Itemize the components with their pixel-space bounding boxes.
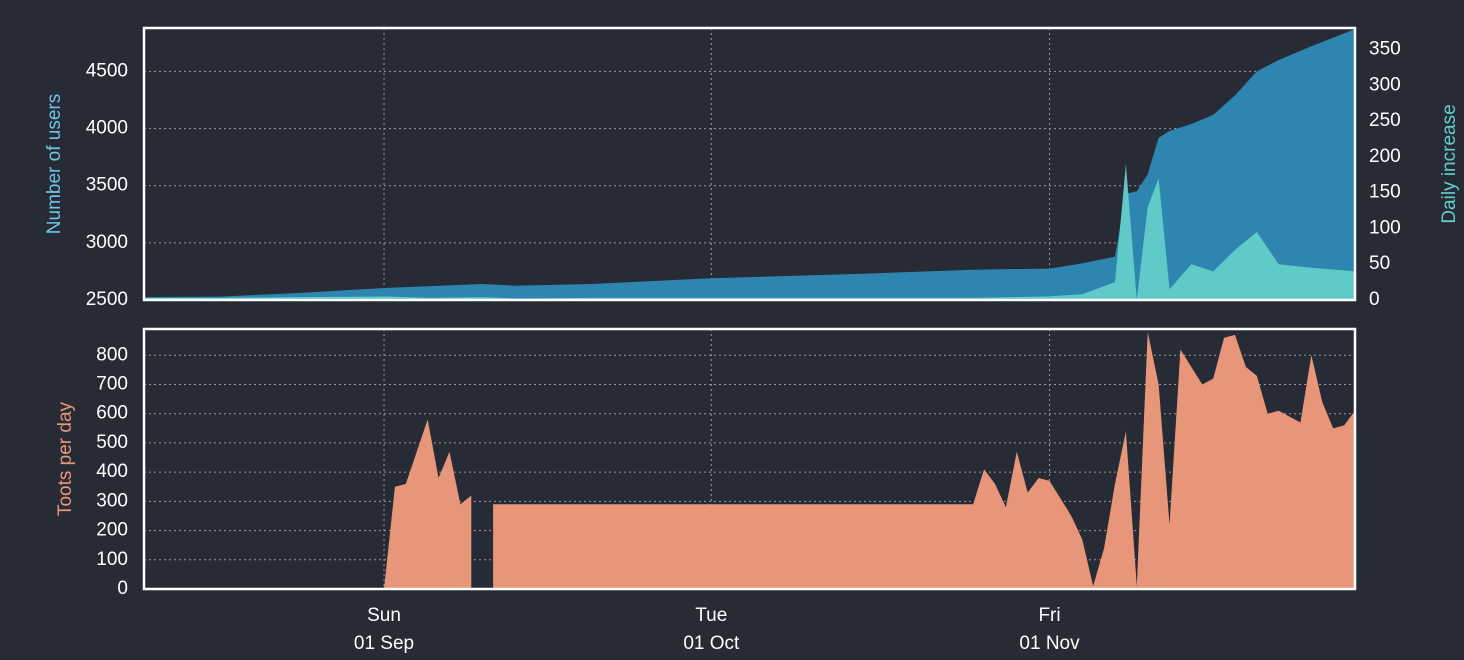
x-tick-label: Tue bbox=[695, 605, 727, 626]
x-tick-label: Fri bbox=[1038, 605, 1060, 626]
y-tick-label: 4000 bbox=[86, 118, 128, 139]
x-tick-label: 01 Nov bbox=[1019, 633, 1080, 654]
y-tick-label: 4500 bbox=[86, 60, 128, 81]
y-tick-label: 0 bbox=[117, 578, 128, 599]
area bbox=[144, 164, 1355, 300]
y-axis-title: Toots per day bbox=[55, 401, 76, 516]
y-tick-label: 400 bbox=[96, 461, 128, 482]
y-tick-label: 100 bbox=[96, 549, 128, 570]
y2-tick-label: 250 bbox=[1369, 110, 1401, 131]
y-tick-label: 500 bbox=[96, 432, 128, 453]
y-tick-label: 3500 bbox=[86, 175, 128, 196]
y-axis-title: Number of users bbox=[44, 94, 65, 234]
y2-tick-label: 50 bbox=[1369, 253, 1390, 274]
y2-tick-label: 200 bbox=[1369, 146, 1401, 167]
y2-axis-title: Daily increase bbox=[1439, 104, 1460, 223]
y-tick-label: 600 bbox=[96, 403, 128, 424]
y-tick-label: 300 bbox=[96, 490, 128, 511]
y2-tick-label: 300 bbox=[1369, 74, 1401, 95]
area bbox=[144, 331, 1355, 589]
y-tick-label: 2500 bbox=[86, 289, 128, 310]
y2-tick-label: 100 bbox=[1369, 217, 1401, 238]
y-tick-label: 3000 bbox=[86, 232, 128, 253]
plot-frame bbox=[142, 327, 1357, 591]
x-tick-label: 01 Sep bbox=[354, 633, 414, 654]
x-tick-label: 01 Oct bbox=[683, 633, 740, 654]
y2-tick-label: 350 bbox=[1369, 38, 1401, 59]
area bbox=[144, 29, 1355, 301]
x-tick-label: Sun bbox=[367, 605, 401, 626]
plot-frame bbox=[142, 26, 1357, 302]
y2-tick-label: 150 bbox=[1369, 182, 1401, 203]
y-tick-label: 700 bbox=[96, 374, 128, 395]
y-tick-label: 800 bbox=[96, 344, 128, 365]
y-tick-label: 200 bbox=[96, 520, 128, 541]
y2-tick-label: 0 bbox=[1369, 289, 1380, 310]
